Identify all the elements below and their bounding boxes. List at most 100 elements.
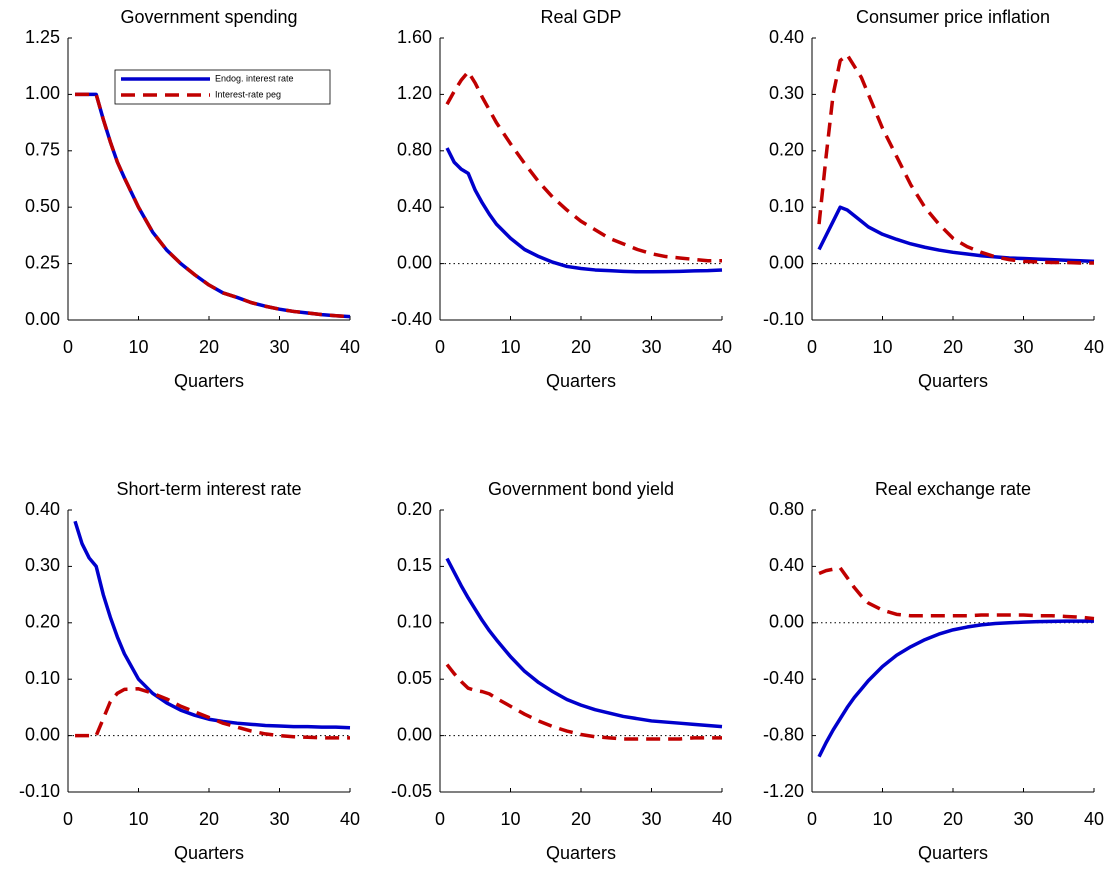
y-tick-label: -0.40 — [763, 668, 804, 688]
series-line — [445, 557, 723, 729]
y-tick-label: 0.20 — [769, 140, 804, 160]
x-tick-label: 10 — [872, 337, 892, 357]
y-tick-label: 0.00 — [25, 724, 60, 744]
x-axis-label: Quarters — [174, 371, 244, 391]
series-line — [75, 92, 351, 319]
series-line — [817, 619, 1094, 758]
x-tick-label: 20 — [199, 337, 219, 357]
x-tick-label: 10 — [500, 809, 520, 829]
subplot-title: Real GDP — [540, 7, 621, 27]
series-line — [818, 566, 1095, 621]
legend-label: Endog. interest rate — [215, 73, 294, 83]
x-axis-label: Quarters — [546, 843, 616, 863]
subplot-title: Real exchange rate — [875, 479, 1031, 499]
subplot: Short-term interest rate Quarters -0.10 0.0… — [19, 479, 360, 863]
subplot: Real GDP Quarters -0.40 0.00 0.40 0.80 1.20 1.6… — [391, 7, 732, 391]
y-tick-label: 0.25 — [25, 252, 60, 272]
x-tick-label: 40 — [1084, 337, 1104, 357]
x-tick-label: 20 — [943, 337, 963, 357]
x-tick-label: 30 — [1013, 809, 1033, 829]
y-tick-label: 0.50 — [25, 196, 60, 216]
x-tick-label: 0 — [435, 809, 445, 829]
x-tick-label: 20 — [571, 809, 591, 829]
y-tick-label: 1.00 — [25, 83, 60, 103]
y-tick-label: -0.40 — [391, 309, 432, 329]
x-tick-label: 20 — [943, 809, 963, 829]
series-line — [817, 205, 1095, 264]
y-tick-label: 0.20 — [397, 499, 432, 519]
y-tick-label: 1.20 — [397, 83, 432, 103]
x-axis-label: Quarters — [918, 843, 988, 863]
x-tick-label: 30 — [641, 337, 661, 357]
subplot-title: Consumer price inflation — [856, 7, 1050, 27]
y-tick-label: 0.40 — [397, 196, 432, 216]
y-tick-label: 0.75 — [25, 140, 60, 160]
y-tick-label: 0.00 — [397, 724, 432, 744]
x-tick-label: 40 — [1084, 809, 1104, 829]
legend-label: Interest-rate peg — [215, 89, 281, 99]
x-tick-label: 0 — [807, 809, 817, 829]
subplot: Consumer price inflation Quarters -0.10 0.0… — [763, 7, 1104, 391]
x-tick-label: 40 — [340, 809, 360, 829]
y-tick-label: 0.30 — [25, 555, 60, 575]
subplot: Government bond yield Quarters -0.05 0.00 0.… — [391, 479, 732, 863]
y-tick-label: 0.10 — [25, 668, 60, 688]
x-tick-label: 30 — [641, 809, 661, 829]
x-axis-label: Quarters — [174, 843, 244, 863]
y-tick-label: -1.20 — [763, 781, 804, 801]
subplot-title: Short-term interest rate — [116, 479, 301, 499]
x-tick-label: 40 — [340, 337, 360, 357]
series-line — [445, 70, 722, 263]
series-line — [73, 520, 351, 730]
y-tick-label: 0.10 — [769, 196, 804, 216]
x-tick-label: 30 — [269, 809, 289, 829]
x-tick-label: 0 — [807, 337, 817, 357]
series-line — [75, 92, 351, 319]
y-tick-label: 0.00 — [25, 309, 60, 329]
x-tick-label: 0 — [63, 337, 73, 357]
x-tick-label: 10 — [500, 337, 520, 357]
series-line — [445, 663, 722, 741]
legend: Endog. interest rate Interest-rate peg — [114, 69, 331, 105]
y-tick-label: 0.30 — [769, 83, 804, 103]
y-tick-label: 0.00 — [769, 612, 804, 632]
y-tick-label: 0.05 — [397, 668, 432, 688]
series-line — [445, 147, 723, 274]
y-tick-label: -0.05 — [391, 781, 432, 801]
y-tick-label: 0.10 — [397, 612, 432, 632]
subplot-title: Government bond yield — [488, 479, 674, 499]
x-tick-label: 10 — [872, 809, 892, 829]
y-tick-label: 0.40 — [769, 27, 804, 47]
x-axis-label: Quarters — [918, 371, 988, 391]
y-tick-label: 0.15 — [397, 555, 432, 575]
subplot-title: Government spending — [120, 7, 297, 27]
subplot: Real exchange rate Quarters -1.20 -0.80 -0.4… — [763, 479, 1104, 863]
x-tick-label: 0 — [63, 809, 73, 829]
x-axis-label: Quarters — [546, 371, 616, 391]
x-tick-label: 40 — [712, 809, 732, 829]
y-tick-label: -0.10 — [763, 309, 804, 329]
y-tick-label: 0.20 — [25, 612, 60, 632]
y-tick-label: 1.60 — [397, 27, 432, 47]
x-tick-label: 0 — [435, 337, 445, 357]
x-tick-label: 20 — [571, 337, 591, 357]
x-tick-label: 10 — [128, 337, 148, 357]
x-tick-label: 30 — [269, 337, 289, 357]
series-line — [817, 53, 1094, 265]
x-tick-label: 10 — [128, 809, 148, 829]
x-tick-label: 40 — [712, 337, 732, 357]
series-line — [75, 687, 350, 740]
y-tick-label: -0.80 — [763, 724, 804, 744]
subplot: Government spending Quarters 0.00 0.25 0.50 0… — [25, 7, 360, 391]
y-tick-label: 1.25 — [25, 27, 60, 47]
y-tick-label: 0.00 — [769, 252, 804, 272]
x-tick-label: 30 — [1013, 337, 1033, 357]
legend-box — [114, 69, 331, 105]
y-tick-label: 0.40 — [25, 499, 60, 519]
y-tick-label: 0.80 — [769, 499, 804, 519]
y-tick-label: 0.00 — [397, 252, 432, 272]
y-tick-label: -0.10 — [19, 781, 60, 801]
y-tick-label: 0.80 — [397, 140, 432, 160]
y-tick-label: 0.40 — [769, 555, 804, 575]
